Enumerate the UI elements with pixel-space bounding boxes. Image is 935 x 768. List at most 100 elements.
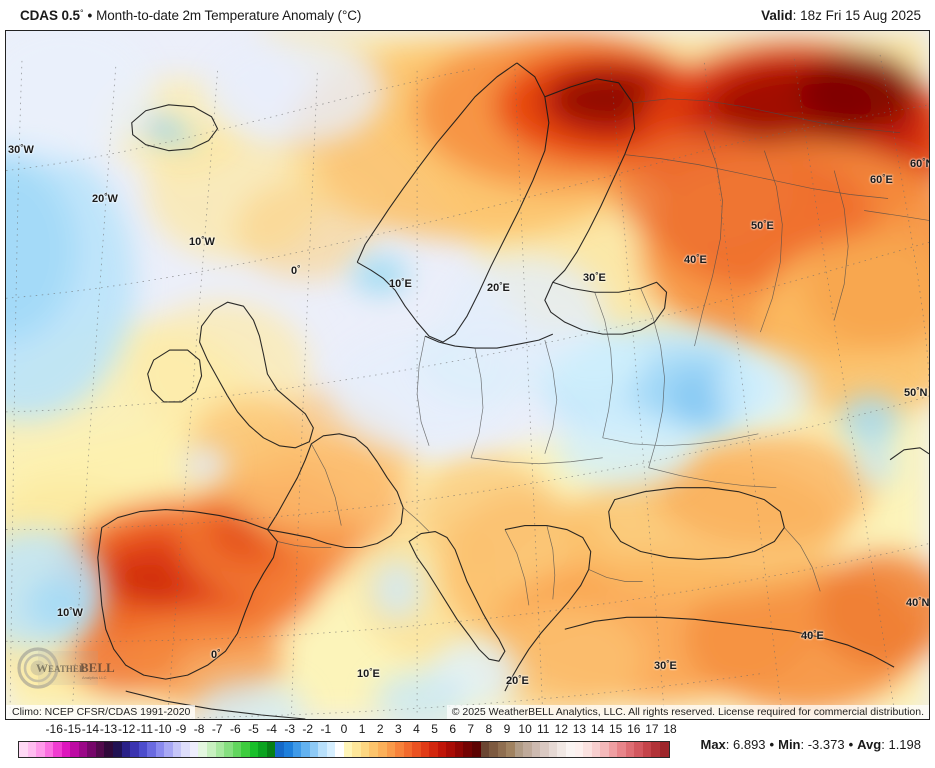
colorbar-tick: 18: [663, 722, 677, 736]
colorbar-tick: 10: [518, 722, 532, 736]
colorbar-cell: [172, 742, 182, 757]
colorbar-tick: -12: [117, 722, 136, 736]
colorbar-area: -16 -15 -14 -13 -12 -11 -10 -9 -8 -7 -6 -5 -4 -3 -2 -1 0…: [0, 722, 935, 768]
colorbar-tick: 3: [394, 722, 402, 736]
colorbar-tick: 0: [340, 722, 348, 736]
colorbar-cell: [61, 742, 71, 757]
valid-time: Valid: 18z Fri 15 Aug 2025: [761, 8, 921, 23]
colorbar-cell: [548, 742, 558, 757]
field-statistics: Max: 6.893 • Min: -3.373 • Avg: 1.198: [700, 737, 921, 752]
colorbar-tick: -10: [154, 722, 172, 736]
colorbar-cell: [583, 742, 592, 757]
title-separator: •: [87, 7, 93, 23]
colorbar-cell: [113, 742, 122, 757]
colorbar-cell: [480, 742, 490, 757]
colorbar-cell: [386, 742, 396, 757]
colorbar-cell: [352, 742, 361, 757]
colorbar-tick: -3: [284, 722, 295, 736]
colorbar-cell: [224, 742, 233, 757]
colorbar-cell: [78, 742, 88, 757]
colorbar-cell: [301, 742, 310, 757]
colorbar-tick: 12: [554, 722, 569, 736]
colorbar-cell: [540, 742, 549, 757]
min-value: : -3.373: [800, 737, 845, 752]
colorbar-cell: [651, 742, 661, 757]
colorbar-cell: [566, 742, 575, 757]
colorbar-cell: [412, 742, 421, 757]
colorbar-cell: [326, 742, 336, 757]
colorbar-tick: -1: [320, 722, 332, 736]
colorbar-cell: [429, 742, 438, 757]
colorbar-cell: [600, 742, 609, 757]
colorbar-cell: [318, 742, 327, 757]
colorbar-tick: 5: [431, 722, 438, 736]
colorbar-tick: 4: [413, 722, 420, 736]
colorbar-tick: 16: [627, 722, 641, 736]
colorbar-cell: [147, 742, 156, 757]
max-value: : 6.893: [725, 737, 766, 752]
colorbar-cell: [232, 742, 242, 757]
colorbar-cell: [36, 742, 45, 757]
colorbar-gradient[interactable]: [18, 741, 670, 758]
colorbar-tick: 7: [467, 722, 475, 736]
colorbar-cell: [420, 742, 430, 757]
colorbar-cell: [53, 742, 62, 757]
colorbar-tick: -8: [193, 722, 205, 736]
colorbar-cell: [625, 742, 635, 757]
colorbar-tick: -6: [229, 722, 241, 736]
colorbar-cell: [497, 742, 507, 757]
model-name: CDAS 0.5: [20, 7, 80, 23]
colorbar-cell: [207, 742, 216, 757]
colorbar-tick: -9: [175, 722, 187, 736]
anomaly-field: [6, 31, 929, 719]
colorbar-cell: [27, 742, 37, 757]
colorbar-cell: [574, 742, 584, 757]
colorbar-cell: [634, 742, 643, 757]
colorbar-cell: [660, 742, 669, 757]
colorbar-tick: 1: [358, 722, 366, 736]
colorbar-cell: [471, 742, 481, 757]
climatology-note: Climo: NCEP CFSR/CDAS 1991-2020: [6, 705, 196, 719]
avg-label: Avg: [857, 737, 882, 752]
colorbar-cell: [608, 742, 618, 757]
colorbar-tick-labels: -16 -15 -14 -13 -12 -11 -10 -9 -8 -7 -6 -5 -4 -3 -2 -1 0…: [18, 722, 677, 740]
colorbar-tick: 9: [503, 722, 511, 736]
colorbar-cell: [155, 742, 165, 757]
colorbar-cell: [121, 742, 131, 757]
colorbar-cell: [369, 742, 378, 757]
country-borders: [277, 98, 929, 606]
valid-value: : 18z Fri 15 Aug 2025: [792, 7, 921, 23]
map-panel[interactable]: 30°W 20°W 10°W 0° 10°E 20°E 30°E 40°E 50°E 60°E 60…: [5, 30, 930, 720]
colorbar-cell: [189, 742, 199, 757]
colorbar-cell: [104, 742, 114, 757]
colorbar-cell: [360, 742, 370, 757]
colorbar-cell: [309, 742, 319, 757]
copyright-note: © 2025 WeatherBELL Analytics, LLC. All r…: [446, 705, 929, 719]
colorbar-cell: [531, 742, 541, 757]
product-title: CDAS 0.5° • Month-to-date 2m Temperature A…: [20, 8, 361, 23]
colorbar-cell: [395, 742, 404, 757]
colorbar-tick: 11: [536, 722, 550, 736]
colorbar-cell: [258, 742, 267, 757]
stats-separator-1: •: [769, 737, 775, 752]
colorbar-cell: [514, 742, 524, 757]
colorbar-tick: -13: [99, 722, 118, 736]
colorbar-tick: -7: [211, 722, 223, 736]
colorbar-tick: 14: [590, 722, 605, 736]
colorbar-tick: -4: [266, 722, 277, 736]
colorbar-cell: [454, 742, 464, 757]
warm-anomaly-layer: [6, 31, 929, 719]
max-label: Max: [700, 737, 726, 752]
temperature-anomaly-heatmap: [6, 31, 929, 719]
colorbar-cell: [198, 742, 208, 757]
colorbar-cell: [19, 742, 28, 757]
colorbar-cell: [463, 742, 472, 757]
product-description: Month-to-date 2m Temperature Anomaly (°C…: [96, 7, 362, 23]
colorbar-cell: [215, 742, 225, 757]
colorbar-cell: [181, 742, 190, 757]
colorbar-cell: [164, 742, 173, 757]
coastlines: [97, 62, 929, 719]
colorbar-tick: 8: [485, 722, 493, 736]
header-bar: CDAS 0.5° • Month-to-date 2m Temperature A…: [0, 0, 935, 30]
colorbar-cell: [557, 742, 566, 757]
